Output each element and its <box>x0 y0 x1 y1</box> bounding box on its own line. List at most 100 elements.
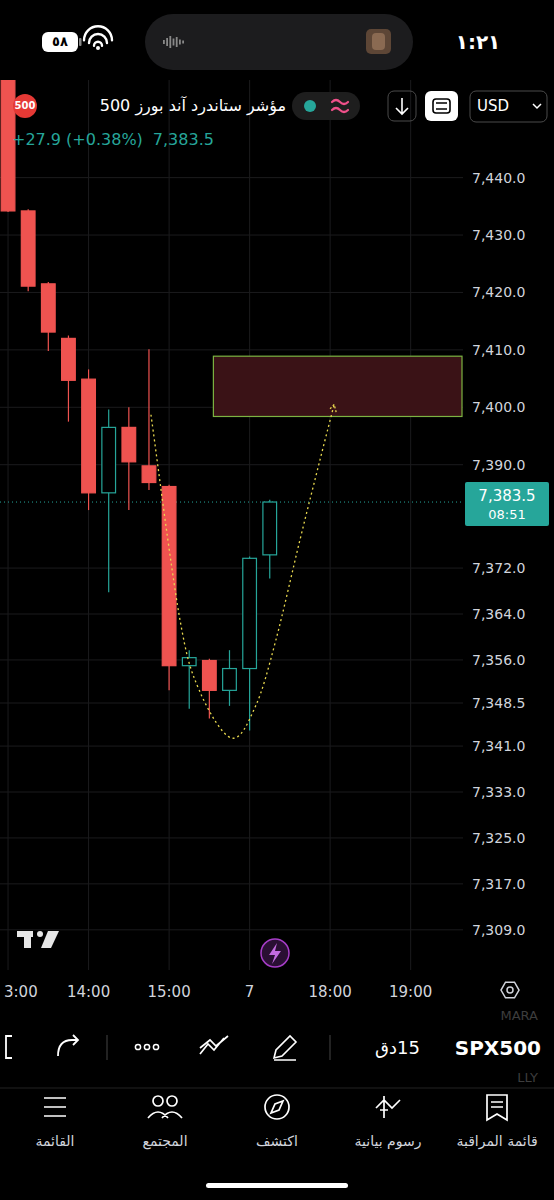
icon-part <box>376 1096 400 1118</box>
grid <box>0 80 463 970</box>
settings-icon[interactable] <box>501 982 519 998</box>
more-dot <box>153 1044 158 1049</box>
indicators-icon[interactable] <box>200 1036 228 1054</box>
currency-dropdown[interactable] <box>470 91 547 122</box>
y-tick-label: 7,430.0 <box>472 227 525 243</box>
grid-line <box>0 883 463 884</box>
nav-label[interactable]: قائمة المراقبة <box>456 1133 537 1149</box>
delay-icon <box>332 100 348 112</box>
settings-icon-core <box>507 987 513 993</box>
icon-part <box>44 1098 66 1116</box>
grid-line <box>249 80 250 970</box>
candle-body <box>203 661 217 691</box>
symbol-button[interactable]: SPX500 <box>455 1037 541 1060</box>
grid-line <box>0 703 463 704</box>
grid-line <box>0 837 463 838</box>
dropdown-chevron <box>533 104 541 108</box>
icon-part <box>271 1101 283 1113</box>
wifi-arc <box>94 42 102 46</box>
audio-wave <box>179 40 181 45</box>
lightning-button[interactable] <box>261 939 289 967</box>
separator <box>107 1035 108 1060</box>
last-price-line <box>0 502 463 503</box>
audio-wave <box>163 40 165 44</box>
draw-icon[interactable] <box>274 1036 296 1060</box>
y-tick-label: 7,390.0 <box>472 457 525 473</box>
tv-logo <box>17 931 59 948</box>
grid-line <box>330 80 331 970</box>
redo-icon[interactable] <box>58 1035 78 1056</box>
candle-body <box>223 669 237 691</box>
page: {"status_bar": {"time": "١:٢١", "battery… <box>0 0 554 1200</box>
nav-label[interactable]: المجتمع <box>142 1133 187 1149</box>
icon-part <box>153 1096 163 1106</box>
grid-line <box>0 659 463 660</box>
interval-button[interactable]: 15دق <box>375 1038 420 1059</box>
y-tick-label: 7,364.0 <box>472 606 525 622</box>
nav-label[interactable]: رسوم بيانية <box>355 1133 422 1149</box>
audio-wave <box>182 41 184 44</box>
chart-type-button[interactable] <box>425 91 458 121</box>
fullscreen-icon[interactable] <box>6 1036 12 1058</box>
dynamic-island <box>145 14 413 70</box>
y-tick-label: 7,325.0 <box>472 830 525 846</box>
y-tick-label: 7,356.0 <box>472 652 525 668</box>
menu-icon[interactable] <box>44 1098 66 1116</box>
market-open-dot <box>304 100 316 112</box>
tv-logo-part <box>24 931 31 948</box>
tv-logo-part <box>41 931 59 948</box>
candle-body <box>102 427 116 492</box>
status-pill <box>292 92 360 120</box>
grid-line <box>0 929 463 930</box>
grid-line <box>0 235 463 236</box>
list-ghost: LLY <box>517 1071 538 1086</box>
candle-body <box>122 427 136 461</box>
candle-body <box>21 211 35 286</box>
chart-type-icon <box>433 99 450 113</box>
y-tick-label: 7,400.0 <box>472 399 525 415</box>
projection-curve <box>151 404 334 738</box>
explore-icon[interactable] <box>265 1095 289 1119</box>
chart-canvas: 7,440.07,430.07,420.07,410.07,400.07,390… <box>0 0 554 1200</box>
last-price: 7,383.5 <box>153 131 214 149</box>
projection-arrowhead <box>329 404 336 412</box>
wifi-arc <box>84 26 112 40</box>
nav-label[interactable]: اكتشف <box>256 1133 298 1149</box>
audio-wave <box>176 37 178 47</box>
x-tick-label: 3:00 <box>4 983 38 1001</box>
candle-body <box>41 284 55 332</box>
y-tick-label: 7,410.0 <box>472 342 525 358</box>
grid-line <box>0 292 463 293</box>
wifi-arc <box>89 34 107 43</box>
avatar-face <box>372 33 385 50</box>
charts-icon[interactable] <box>376 1096 400 1118</box>
wifi-dot <box>96 46 100 50</box>
grid-line <box>0 464 463 465</box>
battery-level: ٥٨ <box>52 35 68 50</box>
plot-area <box>0 80 463 738</box>
grid-line <box>88 80 89 970</box>
battery-tip <box>79 38 82 46</box>
audio-wave <box>173 39 175 46</box>
tv-logo-part <box>37 931 43 937</box>
community-icon[interactable] <box>148 1096 182 1118</box>
avatar <box>366 29 391 54</box>
grid-line <box>0 746 463 747</box>
last-price-box <box>465 482 549 526</box>
candle-body <box>182 658 196 666</box>
arrow-button[interactable] <box>388 91 416 121</box>
countdown-label: 08:51 <box>488 507 525 522</box>
y-tick-label: 7,333.0 <box>472 784 525 800</box>
y-tick-label: 7,309.0 <box>472 922 525 938</box>
target-zone <box>213 356 462 416</box>
nav-label[interactable]: القائمة <box>36 1133 75 1149</box>
watchlist-icon[interactable] <box>487 1095 507 1120</box>
candle-body <box>263 502 277 555</box>
nav-separator <box>0 1088 554 1089</box>
last-price-label: 7,383.5 <box>478 487 535 505</box>
audio-wave <box>169 36 171 48</box>
y-tick-label: 7,341.0 <box>472 738 525 754</box>
arrow-icon <box>396 98 408 114</box>
grid-line <box>410 80 411 970</box>
price-change: +27.9 (+0.38%) <box>12 131 143 149</box>
